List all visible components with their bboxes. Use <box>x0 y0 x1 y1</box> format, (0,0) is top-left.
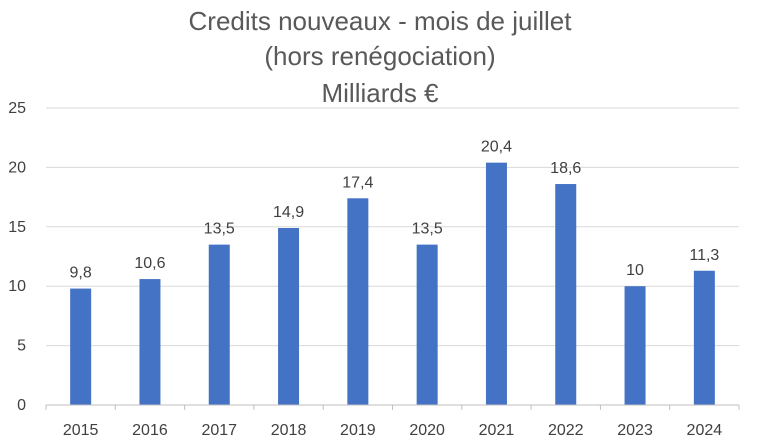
y-tick-label: 10 <box>8 278 26 295</box>
y-tick-label: 15 <box>8 219 26 236</box>
x-tick-label: 2020 <box>409 422 445 439</box>
data-label: 13,5 <box>412 221 443 238</box>
bar <box>347 198 369 405</box>
x-tick-label: 2018 <box>271 422 307 439</box>
y-tick-label: 0 <box>17 397 26 414</box>
bar <box>70 288 92 405</box>
x-tick-label: 2015 <box>63 422 99 439</box>
x-tick-label: 2024 <box>687 422 723 439</box>
data-label: 14,9 <box>273 204 304 221</box>
data-label: 10,6 <box>134 255 165 272</box>
bar <box>278 227 300 405</box>
bar <box>139 279 161 405</box>
x-axis-ticks: 2015 2016 2017 2018 2019 2020 2021 2022 2023 2024 <box>63 422 722 439</box>
data-label: 10 <box>626 262 644 279</box>
bar <box>693 270 715 405</box>
chart-title-line-3: Milliards € <box>321 78 439 108</box>
bar <box>208 244 230 405</box>
data-label: 18,6 <box>550 160 581 177</box>
bar <box>485 162 507 405</box>
y-tick-label: 5 <box>17 338 26 355</box>
data-label: 11,3 <box>689 247 719 264</box>
data-label: 13,5 <box>204 221 235 238</box>
data-label: 17,4 <box>342 174 373 191</box>
y-tick-label: 20 <box>8 159 26 176</box>
data-label: 9,8 <box>70 265 92 282</box>
chart-title: Credits nouveaux - mois de juillet (hors… <box>189 6 573 108</box>
x-axis <box>45 404 740 410</box>
x-tick-label: 2023 <box>617 422 653 439</box>
y-axis-ticks: 0 5 10 15 20 25 <box>8 100 26 414</box>
gridlines <box>46 107 739 347</box>
x-tick-label: 2016 <box>132 422 168 439</box>
data-label: 20,4 <box>481 139 512 156</box>
x-tick-label: 2017 <box>201 422 237 439</box>
bars <box>70 162 715 405</box>
x-tick-label: 2022 <box>548 422 584 439</box>
x-tick-label: 2021 <box>479 422 515 439</box>
data-labels: 9,8 10,6 13,5 14,9 17,4 13,5 20,4 18,6 10 11,3 <box>70 139 720 282</box>
bar <box>416 244 438 405</box>
bar <box>555 184 577 405</box>
chart-title-line-1: Credits nouveaux - mois de juillet <box>189 6 573 36</box>
bar <box>624 286 646 405</box>
y-tick-label: 25 <box>8 100 26 117</box>
chart-title-line-2: (hors renégociation) <box>264 41 495 71</box>
x-tick-label: 2019 <box>340 422 376 439</box>
